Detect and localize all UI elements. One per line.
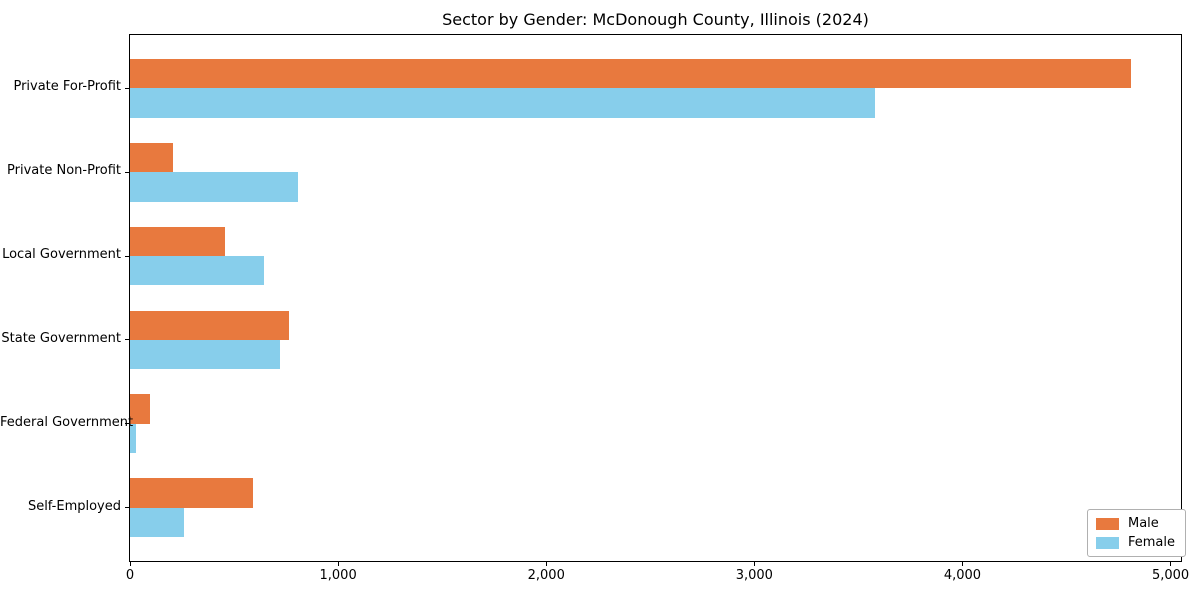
legend-swatch-female <box>1096 536 1119 549</box>
x-tick-label: 5,000 <box>1151 568 1190 583</box>
y-tick-mark <box>125 507 129 509</box>
bar-male-state-government <box>130 310 290 340</box>
x-tick-mark <box>1170 562 1172 566</box>
x-tick-mark <box>545 562 547 566</box>
y-tick-mark <box>125 255 129 257</box>
bar-female-local-government <box>130 256 265 286</box>
y-tick-label-private-non-profit: Private Non-Profit <box>7 163 121 179</box>
bar-male-self-employed <box>130 478 253 508</box>
x-tick-label: 1,000 <box>319 568 357 583</box>
x-tick-mark <box>961 562 963 566</box>
legend: Male Female <box>1087 509 1187 557</box>
bar-male-private-non-profit <box>130 142 173 173</box>
legend-item-male: Male <box>1096 516 1175 531</box>
x-tick-mark <box>337 562 339 566</box>
y-tick-label-self-employed: Self-Employed <box>27 498 121 514</box>
bar-female-private-non-profit <box>130 172 298 202</box>
y-tick-label-local-government: Local Government <box>2 247 121 263</box>
legend-label-female: Female <box>1128 535 1176 550</box>
y-tick-label-state-government: State Government <box>1 330 121 346</box>
x-tick-label: 4,000 <box>943 568 982 583</box>
x-tick-mark <box>753 562 755 566</box>
x-tick-mark <box>129 562 131 566</box>
bar-male-local-government <box>130 226 225 257</box>
bar-male-federal-government <box>130 394 150 424</box>
y-tick-mark <box>125 423 129 425</box>
bar-female-private-for-profit <box>130 88 876 118</box>
bar-male-private-for-profit <box>130 58 1132 89</box>
chart-title: Sector by Gender: McDonough County, Illi… <box>442 10 869 29</box>
y-tick-label-federal-government: Federal Government <box>0 414 134 430</box>
bar-female-self-employed <box>130 507 185 538</box>
legend-item-female: Female <box>1096 535 1175 550</box>
x-tick-label: 0 <box>125 568 135 583</box>
y-tick-mark <box>125 339 129 341</box>
y-tick-label-private-for-profit: Private For-Profit <box>13 79 121 95</box>
bar-female-federal-government <box>130 423 137 454</box>
bar-female-state-government <box>130 339 280 370</box>
legend-label-male: Male <box>1128 516 1159 531</box>
y-tick-mark <box>125 87 129 89</box>
plot-area <box>129 34 1182 562</box>
y-tick-mark <box>125 171 129 173</box>
x-tick-label: 3,000 <box>735 568 773 583</box>
legend-swatch-male <box>1096 517 1119 530</box>
x-tick-label: 2,000 <box>527 568 565 583</box>
